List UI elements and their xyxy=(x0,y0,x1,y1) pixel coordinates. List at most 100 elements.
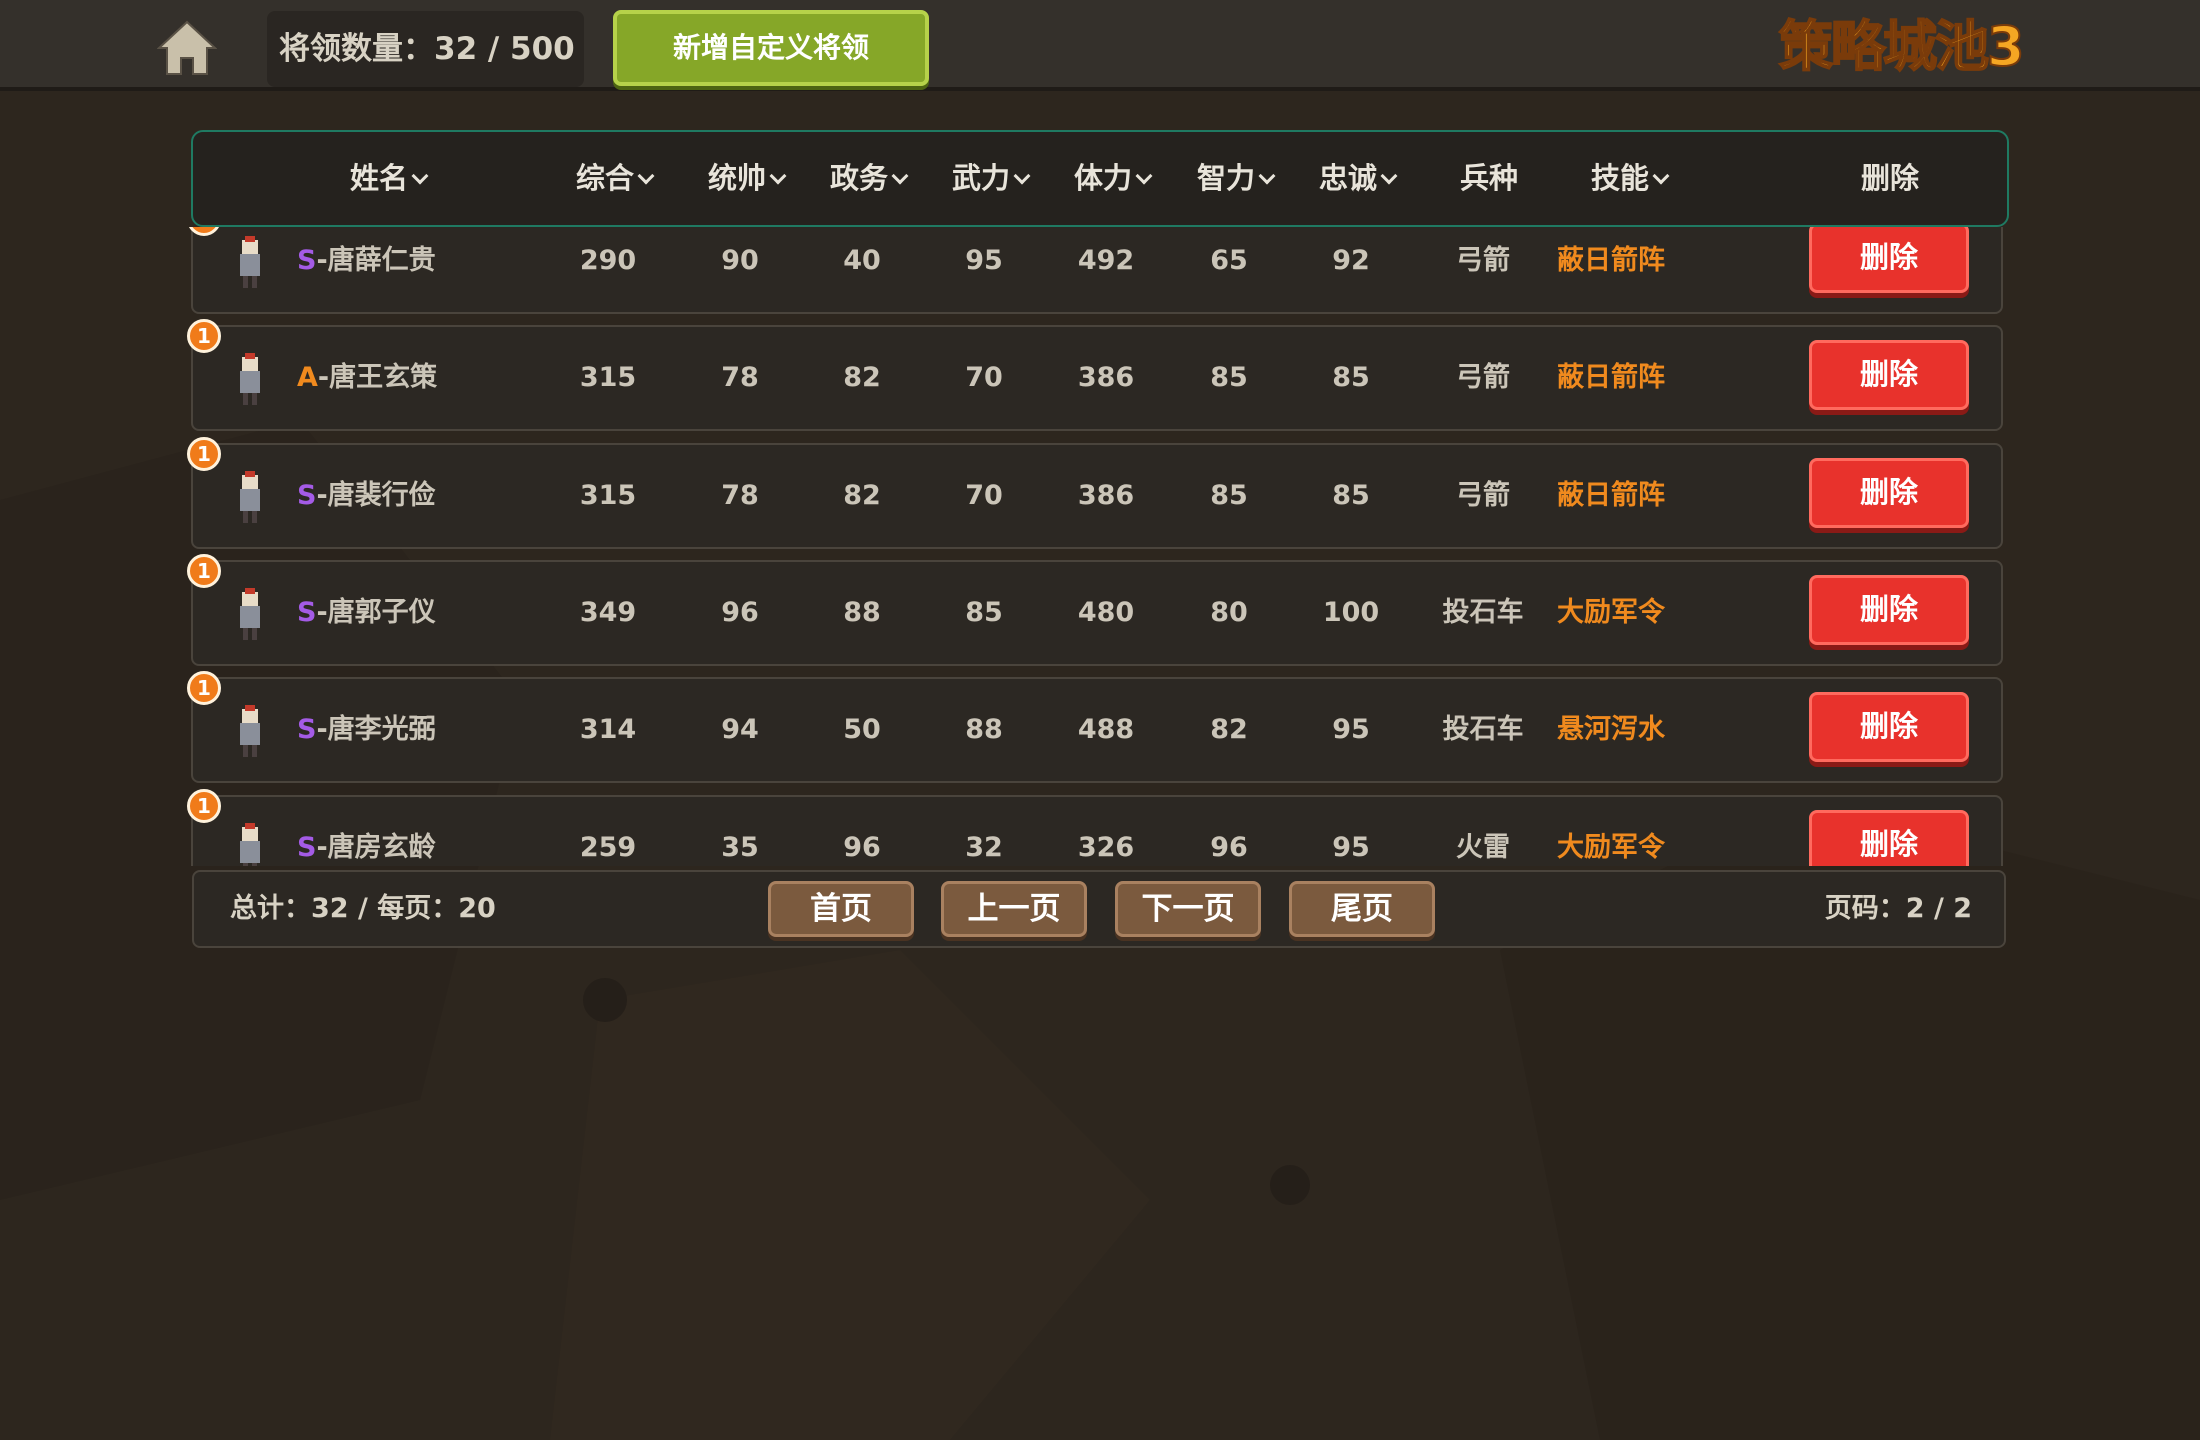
delete-button[interactable]: 删除 xyxy=(1809,457,1969,528)
stat: 349 xyxy=(579,596,637,628)
grade: S xyxy=(297,596,317,628)
general-row: 1 S-唐裴行俭 315 78 82 70 386 85 85 弓箭 蔽日箭阵 删除 xyxy=(187,436,2003,549)
stat: 90 xyxy=(721,245,759,276)
general-name: S-唐李光弼 xyxy=(297,679,436,781)
stat: 78 xyxy=(721,479,759,511)
stat: 96 xyxy=(843,831,881,863)
stat: 82 xyxy=(843,362,881,394)
stat: 386 xyxy=(1077,362,1135,394)
name: -唐裴行俭 xyxy=(316,479,436,511)
general-row: 1 S-唐薛仁贵 290 90 40 95 492 65 92 弓箭 蔽日箭阵 删除 xyxy=(187,227,2003,314)
level-badge: 1 xyxy=(187,319,221,354)
count-label: 将领数量： xyxy=(279,31,434,67)
name: -唐王玄策 xyxy=(317,362,438,394)
page-button[interactable]: 首页 xyxy=(768,881,914,937)
general-avatar xyxy=(240,353,260,406)
count-value: 32 / 500 xyxy=(434,31,575,67)
stat: 70 xyxy=(965,362,1003,394)
stat: 96 xyxy=(721,596,759,628)
column-header[interactable]: 统帅 xyxy=(708,132,784,225)
delete-button[interactable]: 删除 xyxy=(1809,809,1969,866)
skill: 蔽日箭阵 xyxy=(1557,362,1665,394)
stat: 40 xyxy=(843,245,881,276)
stat: 88 xyxy=(965,714,1003,746)
column-header[interactable]: 姓名 xyxy=(350,132,426,225)
column-header[interactable]: 技能 xyxy=(1591,132,1667,225)
general-row: 1 S-唐李光弼 314 94 50 88 488 82 95 投石车 悬河泻水 删除 xyxy=(187,671,2003,784)
delete-button[interactable]: 删除 xyxy=(1809,340,1969,411)
general-count: 将领数量：32 / 500 xyxy=(267,11,584,87)
stat: 70 xyxy=(965,479,1003,511)
skill: 大励军令 xyxy=(1557,596,1665,628)
skill: 蔽日箭阵 xyxy=(1557,245,1665,276)
column-header[interactable]: 智力 xyxy=(1197,132,1273,225)
column-header: 兵种 xyxy=(1459,161,1519,195)
page-number: 页码：2 / 2 xyxy=(1824,893,1972,924)
troop-type: 弓箭 xyxy=(1456,245,1510,276)
add-general-button[interactable]: 新增自定义将领 xyxy=(613,10,929,86)
level-badge: 1 xyxy=(187,227,221,236)
general-avatar xyxy=(240,470,260,523)
stat: 100 xyxy=(1322,596,1380,628)
stat: 488 xyxy=(1077,714,1135,746)
page-button[interactable]: 上一页 xyxy=(941,881,1087,937)
level-badge: 1 xyxy=(187,436,221,471)
grade: S xyxy=(297,714,317,746)
name: -唐李光弼 xyxy=(316,714,436,746)
stat: 314 xyxy=(579,714,637,746)
level-badge: 1 xyxy=(187,553,221,588)
general-row: 1 A-唐王玄策 315 78 82 70 386 85 85 弓箭 蔽日箭阵 删除 xyxy=(187,319,2003,432)
general-name: S-唐郭子仪 xyxy=(297,562,436,664)
stat: 50 xyxy=(843,714,881,746)
page-button[interactable]: 尾页 xyxy=(1289,881,1435,937)
delete-button[interactable]: 删除 xyxy=(1809,574,1969,645)
column-header[interactable]: 武力 xyxy=(952,132,1028,225)
grade: S xyxy=(297,831,317,863)
column-header: 删除 xyxy=(1860,161,1920,195)
column-header[interactable]: 综合 xyxy=(576,132,652,225)
stat: 85 xyxy=(1210,362,1248,394)
troop-type: 弓箭 xyxy=(1456,362,1510,394)
level-badge: 1 xyxy=(187,671,221,706)
name: -唐郭子仪 xyxy=(316,596,436,628)
delete-button[interactable]: 删除 xyxy=(1809,227,1969,293)
troop-type: 弓箭 xyxy=(1456,479,1510,511)
table-body: 1S-唐薛仁贵2909040954926592弓箭蔽日箭阵删除1A-唐王玄策31… xyxy=(185,227,2015,866)
stat: 315 xyxy=(579,362,637,394)
column-header[interactable]: 政务 xyxy=(830,132,906,225)
general-avatar xyxy=(240,236,260,288)
stat: 82 xyxy=(843,479,881,511)
name: -唐薛仁贵 xyxy=(316,245,436,276)
stat: 82 xyxy=(1210,714,1248,746)
stat: 96 xyxy=(1210,831,1248,863)
stat: 95 xyxy=(965,245,1003,276)
name: -唐房玄龄 xyxy=(316,831,436,863)
skill: 蔽日箭阵 xyxy=(1557,479,1665,511)
general-avatar xyxy=(240,705,260,758)
stat: 386 xyxy=(1077,479,1135,511)
troop-type: 投石车 xyxy=(1442,596,1524,628)
game-logo: 策略城池3 xyxy=(1778,14,2026,79)
grade: S xyxy=(297,479,317,511)
stat: 85 xyxy=(1210,479,1248,511)
stat: 259 xyxy=(579,831,637,863)
general-avatar xyxy=(240,822,260,866)
stat: 65 xyxy=(1210,245,1248,276)
general-avatar xyxy=(240,587,260,640)
total-summary: 总计：32 / 每页：20 xyxy=(230,893,496,924)
stat: 326 xyxy=(1077,831,1135,863)
stat: 92 xyxy=(1332,245,1370,276)
general-name: S-唐薛仁贵 xyxy=(297,227,436,312)
home-button[interactable] xyxy=(157,20,217,76)
skill: 大励军令 xyxy=(1557,831,1665,863)
grade: S xyxy=(297,245,317,276)
stat: 80 xyxy=(1210,596,1248,628)
page-button[interactable]: 下一页 xyxy=(1115,881,1261,937)
stat: 95 xyxy=(1332,831,1370,863)
column-header[interactable]: 体力 xyxy=(1074,132,1150,225)
level-badge: 1 xyxy=(187,788,221,823)
column-header[interactable]: 忠诚 xyxy=(1319,132,1395,225)
stat: 492 xyxy=(1077,245,1135,276)
delete-button[interactable]: 删除 xyxy=(1809,692,1969,763)
